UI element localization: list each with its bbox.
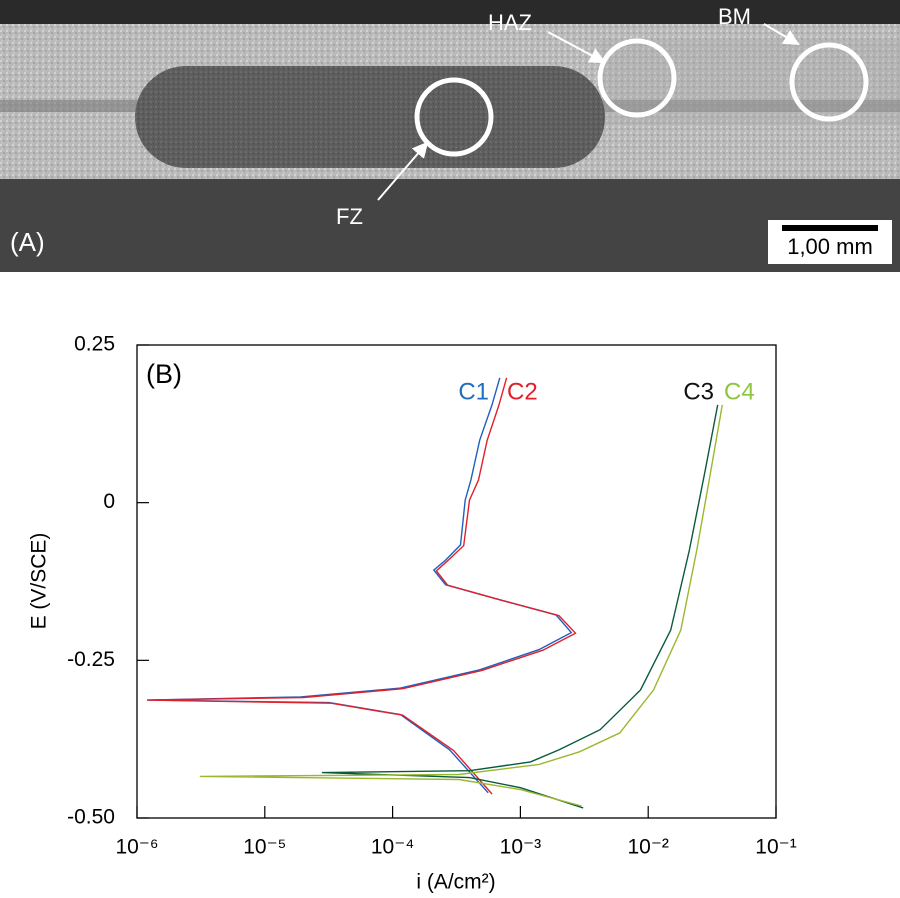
series-line <box>147 377 573 794</box>
y-axis-label: E (V/SCE) <box>28 533 51 630</box>
series-label: C2 <box>507 378 538 405</box>
scale-bar-label: 1,00 mm <box>787 234 873 259</box>
y-tick-label: -0.50 <box>67 806 115 829</box>
x-tick-label: 10⁻⁶ <box>115 836 158 859</box>
plot-frame <box>136 344 777 819</box>
series-label: C1 <box>458 378 489 405</box>
bm-arrow <box>763 23 800 46</box>
bm-circle <box>789 42 869 122</box>
series-line <box>147 377 577 795</box>
x-tick-label: 10⁻³ <box>500 836 541 859</box>
x-tick-label: 10⁻⁴ <box>371 836 414 859</box>
series-label: C3 <box>683 378 714 405</box>
haz-circle <box>597 38 677 118</box>
y-tick-label: 0 <box>103 490 115 513</box>
micrograph <box>0 0 900 272</box>
scale-bar <box>782 225 878 231</box>
annotation: FZ <box>336 204 363 229</box>
x-tick-label: 10⁻⁵ <box>243 836 286 859</box>
fz-arrow <box>377 141 429 201</box>
x-axis-label: i (A/cm²) <box>416 871 495 894</box>
series-label: C4 <box>724 378 755 405</box>
x-tick-label: 10⁻² <box>627 836 668 859</box>
annotation: HAZ <box>488 10 532 35</box>
fz-circle <box>414 77 494 157</box>
haz-arrow <box>547 31 606 63</box>
y-tick-label: 0.25 <box>74 333 115 356</box>
series-line <box>199 404 723 807</box>
x-tick-label: 10⁻¹ <box>755 836 796 859</box>
series-line <box>321 404 719 809</box>
y-tick-label: -0.25 <box>67 648 115 671</box>
annotation: BM <box>718 4 751 29</box>
panel-label: (B) <box>146 359 182 389</box>
panel-label: (A) <box>10 227 45 257</box>
